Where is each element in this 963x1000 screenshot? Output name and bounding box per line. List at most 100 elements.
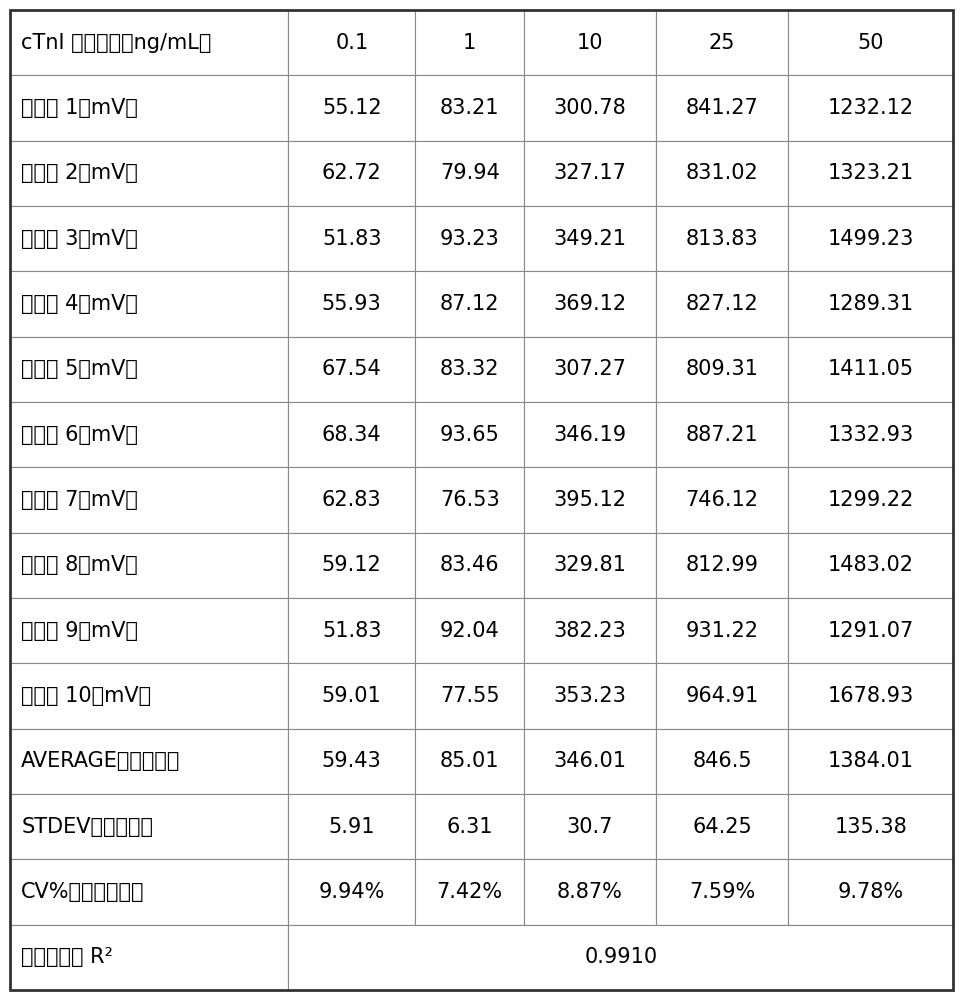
Text: cTnI 抗原浓度（ng/mL）: cTnI 抗原浓度（ng/mL）: [21, 33, 212, 53]
Bar: [656, 337, 789, 402]
Text: 9.78%: 9.78%: [838, 882, 904, 902]
Bar: [789, 794, 953, 859]
Bar: [789, 402, 953, 467]
Bar: [288, 598, 415, 663]
Text: 8.87%: 8.87%: [557, 882, 623, 902]
Text: 64.25: 64.25: [692, 817, 752, 837]
Text: 76.53: 76.53: [440, 490, 500, 510]
Bar: [10, 206, 288, 271]
Text: 87.12: 87.12: [440, 294, 500, 314]
Bar: [656, 598, 789, 663]
Text: 931.22: 931.22: [686, 621, 759, 641]
Bar: [656, 10, 789, 75]
Text: 59.43: 59.43: [322, 751, 381, 771]
Bar: [288, 859, 415, 925]
Text: 83.32: 83.32: [440, 359, 500, 379]
Bar: [288, 271, 415, 337]
Text: 10: 10: [577, 33, 603, 53]
Text: 1232.12: 1232.12: [828, 98, 914, 118]
Bar: [415, 337, 524, 402]
Text: 327.17: 327.17: [554, 163, 627, 183]
Text: 846.5: 846.5: [692, 751, 752, 771]
Text: 51.83: 51.83: [322, 229, 381, 249]
Text: 809.31: 809.31: [686, 359, 759, 379]
Bar: [10, 75, 288, 141]
Bar: [524, 337, 656, 402]
Text: 77.55: 77.55: [440, 686, 500, 706]
Text: 93.65: 93.65: [440, 425, 500, 445]
Text: 83.46: 83.46: [440, 555, 500, 575]
Text: 检出値 10（mV）: 检出値 10（mV）: [21, 686, 151, 706]
Text: 382.23: 382.23: [554, 621, 626, 641]
Bar: [10, 10, 288, 75]
Text: 68.34: 68.34: [322, 425, 381, 445]
Bar: [10, 794, 288, 859]
Bar: [288, 663, 415, 729]
Text: 55.93: 55.93: [322, 294, 381, 314]
Bar: [656, 206, 789, 271]
Text: 746.12: 746.12: [686, 490, 759, 510]
Text: 检出値 3（mV）: 检出値 3（mV）: [21, 229, 138, 249]
Text: 0.9910: 0.9910: [585, 947, 658, 967]
Bar: [524, 141, 656, 206]
Text: 检出値 1（mV）: 检出値 1（mV）: [21, 98, 138, 118]
Bar: [524, 10, 656, 75]
Text: 62.83: 62.83: [322, 490, 381, 510]
Bar: [10, 402, 288, 467]
Text: 1499.23: 1499.23: [827, 229, 914, 249]
Text: 349.21: 349.21: [554, 229, 627, 249]
Bar: [656, 467, 789, 533]
Text: 9.94%: 9.94%: [319, 882, 385, 902]
Bar: [789, 598, 953, 663]
Text: STDEV（标准差）: STDEV（标准差）: [21, 817, 153, 837]
Bar: [524, 859, 656, 925]
Bar: [415, 10, 524, 75]
Bar: [10, 467, 288, 533]
Text: 346.19: 346.19: [554, 425, 627, 445]
Text: 线性相关性 R²: 线性相关性 R²: [21, 947, 114, 967]
Bar: [415, 467, 524, 533]
Text: 346.01: 346.01: [554, 751, 627, 771]
Bar: [524, 729, 656, 794]
Bar: [524, 598, 656, 663]
Bar: [656, 141, 789, 206]
Bar: [656, 794, 789, 859]
Bar: [656, 859, 789, 925]
Text: 841.27: 841.27: [686, 98, 759, 118]
Text: 检出値 6（mV）: 检出値 6（mV）: [21, 425, 138, 445]
Bar: [10, 141, 288, 206]
Bar: [288, 337, 415, 402]
Bar: [789, 467, 953, 533]
Bar: [288, 794, 415, 859]
Bar: [524, 794, 656, 859]
Bar: [789, 859, 953, 925]
Text: 85.01: 85.01: [440, 751, 500, 771]
Text: 7.42%: 7.42%: [436, 882, 503, 902]
Text: 1411.05: 1411.05: [828, 359, 914, 379]
Text: 55.12: 55.12: [322, 98, 381, 118]
Bar: [656, 75, 789, 141]
Bar: [10, 925, 288, 990]
Bar: [524, 206, 656, 271]
Text: 369.12: 369.12: [554, 294, 627, 314]
Bar: [656, 729, 789, 794]
Text: 1291.07: 1291.07: [827, 621, 914, 641]
Bar: [10, 337, 288, 402]
Bar: [415, 663, 524, 729]
Text: 329.81: 329.81: [554, 555, 627, 575]
Bar: [288, 402, 415, 467]
Text: 检出値 5（mV）: 检出値 5（mV）: [21, 359, 138, 379]
Bar: [789, 206, 953, 271]
Text: 5.91: 5.91: [328, 817, 375, 837]
Bar: [288, 10, 415, 75]
Bar: [415, 141, 524, 206]
Text: 135.38: 135.38: [834, 817, 907, 837]
Bar: [288, 206, 415, 271]
Bar: [789, 337, 953, 402]
Bar: [789, 10, 953, 75]
Bar: [656, 533, 789, 598]
Text: 353.23: 353.23: [554, 686, 627, 706]
Text: 59.01: 59.01: [322, 686, 381, 706]
Text: 93.23: 93.23: [440, 229, 500, 249]
Bar: [415, 859, 524, 925]
